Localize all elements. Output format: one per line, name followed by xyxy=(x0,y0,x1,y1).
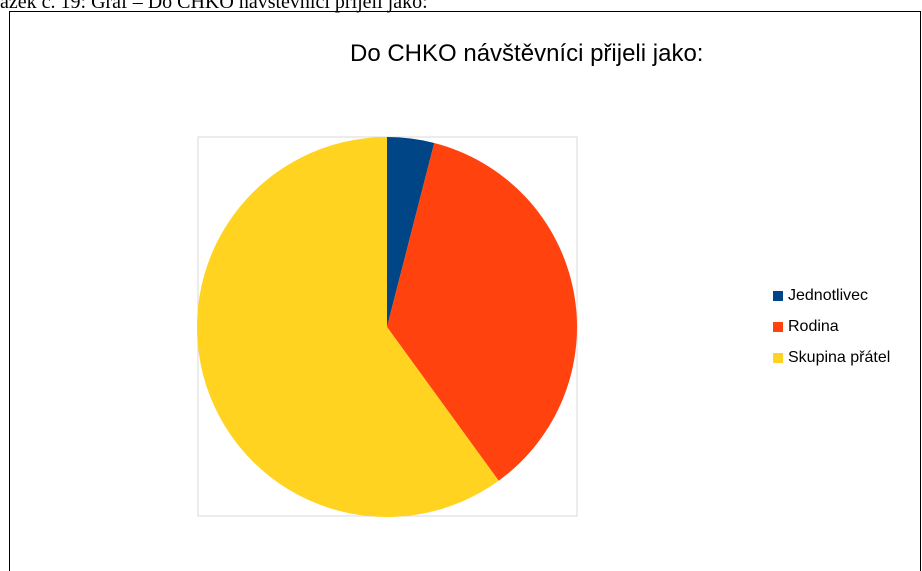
legend-swatch-skupina-pratel xyxy=(773,353,783,363)
legend: Jednotlivec Rodina Skupina přátel xyxy=(773,286,890,379)
legend-label-skupina-pratel: Skupina přátel xyxy=(788,349,891,366)
chart-frame xyxy=(9,11,921,571)
legend-swatch-rodina xyxy=(773,322,783,332)
legend-item-jednotlivec: Jednotlivec xyxy=(773,286,890,306)
figure-caption: ázek č. 19: Graf – Do CHKO návštěvníci p… xyxy=(0,0,428,13)
legend-item-rodina: Rodina xyxy=(773,317,890,337)
legend-swatch-jednotlivec xyxy=(773,291,783,301)
legend-label-rodina: Rodina xyxy=(788,318,839,335)
pie-slice-rodina xyxy=(387,142,577,481)
pie-slice-skupina-pratel xyxy=(197,137,499,517)
legend-label-jednotlivec: Jednotlivec xyxy=(788,287,869,304)
pie-slice-jednotlivec xyxy=(387,137,435,327)
legend-item-skupina-pratel: Skupina přátel xyxy=(773,348,890,368)
chart-title: Do CHKO návštěvníci přijeli jako: xyxy=(350,40,704,67)
